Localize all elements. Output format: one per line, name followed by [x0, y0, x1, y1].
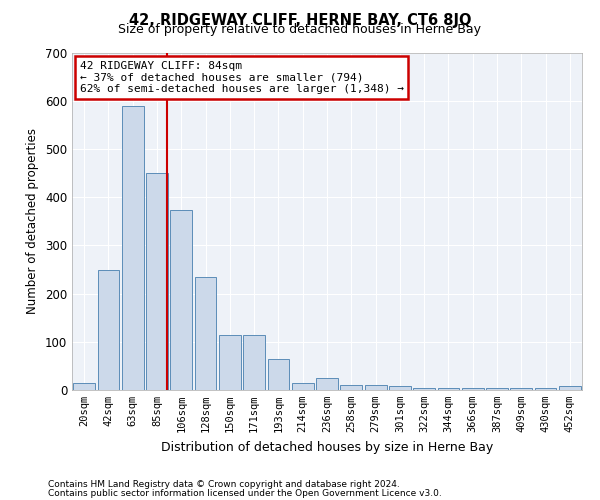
Text: 42 RIDGEWAY CLIFF: 84sqm
← 37% of detached houses are smaller (794)
62% of semi-: 42 RIDGEWAY CLIFF: 84sqm ← 37% of detach… — [80, 61, 404, 94]
Text: 42, RIDGEWAY CLIFF, HERNE BAY, CT6 8JQ: 42, RIDGEWAY CLIFF, HERNE BAY, CT6 8JQ — [129, 12, 471, 28]
Text: Size of property relative to detached houses in Herne Bay: Size of property relative to detached ho… — [119, 22, 482, 36]
Bar — [462, 388, 484, 390]
Bar — [194, 276, 217, 390]
Text: Contains HM Land Registry data © Crown copyright and database right 2024.: Contains HM Land Registry data © Crown c… — [48, 480, 400, 489]
Bar — [535, 388, 556, 390]
Bar — [268, 358, 289, 390]
Bar — [389, 386, 411, 390]
Bar — [486, 388, 508, 390]
Bar — [73, 383, 95, 390]
Y-axis label: Number of detached properties: Number of detached properties — [26, 128, 40, 314]
Bar — [437, 388, 460, 390]
Bar — [219, 334, 241, 390]
Bar — [511, 388, 532, 390]
Bar — [365, 385, 386, 390]
Bar — [243, 334, 265, 390]
Bar — [170, 210, 192, 390]
Bar — [413, 388, 435, 390]
Bar — [292, 383, 314, 390]
Bar — [122, 106, 143, 390]
X-axis label: Distribution of detached houses by size in Herne Bay: Distribution of detached houses by size … — [161, 440, 493, 454]
Text: Contains public sector information licensed under the Open Government Licence v3: Contains public sector information licen… — [48, 489, 442, 498]
Bar — [146, 173, 168, 390]
Bar — [97, 270, 119, 390]
Bar — [559, 386, 581, 390]
Bar — [316, 378, 338, 390]
Bar — [340, 385, 362, 390]
